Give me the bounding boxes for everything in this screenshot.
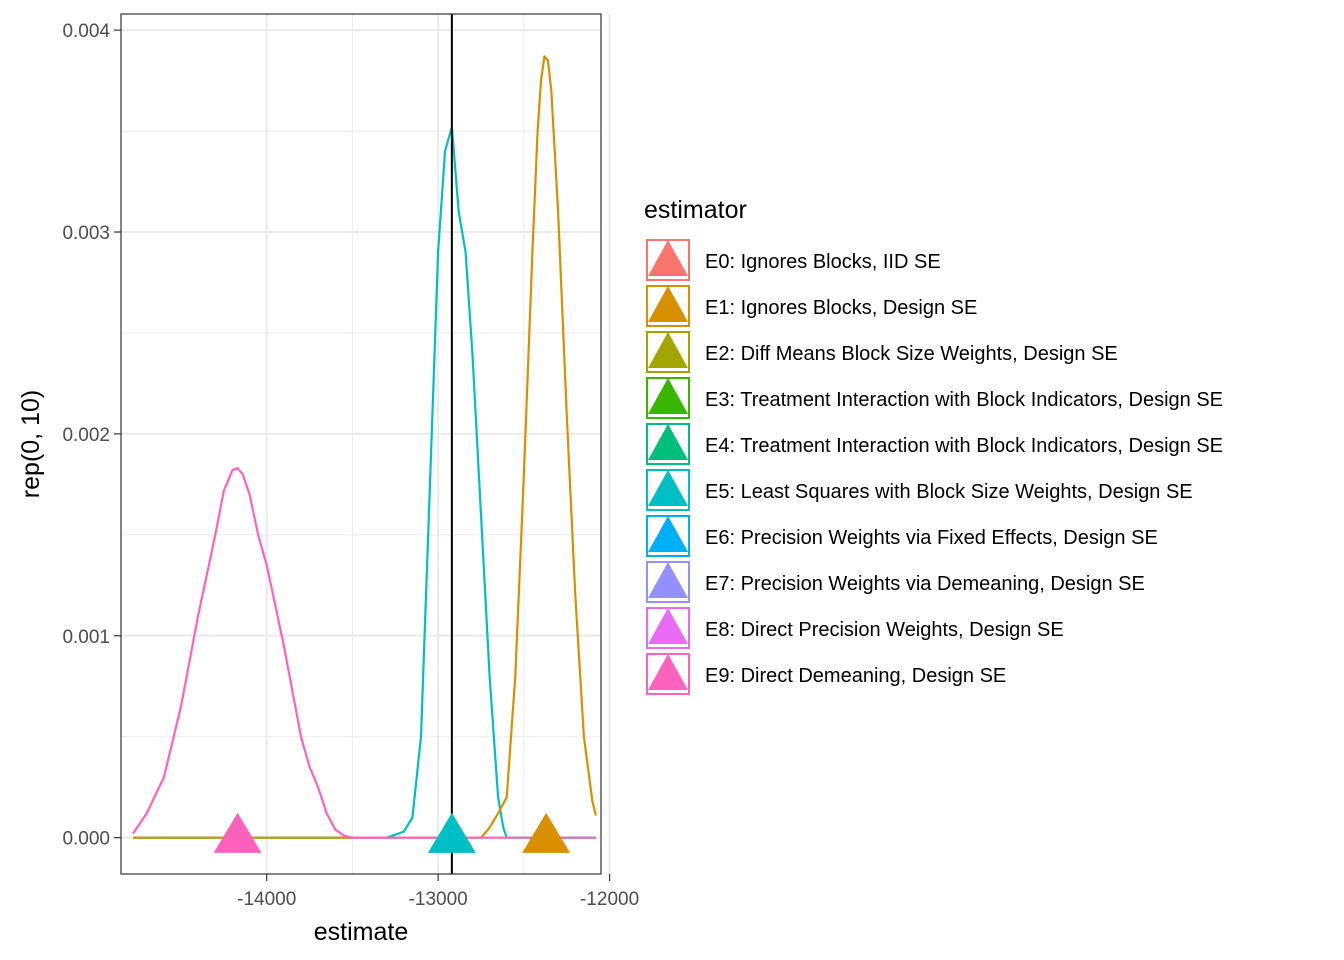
legend-label: E6: Precision Weights via Fixed Effects,…: [705, 527, 1158, 549]
legend-label: E4: Treatment Interaction with Block Ind…: [705, 435, 1223, 457]
legend-item: E7: Precision Weights via Demeaning, Des…: [646, 561, 1145, 603]
mean-markers: [213, 812, 571, 853]
legend-key-triangle: [648, 332, 688, 368]
legend-entries: E0: Ignores Blocks, IID SE E1: Ignores Bl…: [646, 239, 1223, 695]
minor-grid: [121, 14, 601, 874]
x-tick-label: -12000: [580, 889, 639, 910]
legend-key-triangle: [648, 608, 688, 644]
legend-key-triangle: [648, 516, 688, 552]
mean-marker-triangle: [213, 812, 262, 853]
density-curve: [133, 55, 597, 839]
legend-key-triangle: [648, 424, 688, 460]
legend-key-triangle: [648, 378, 688, 414]
y-tick-label: 0.004: [62, 21, 110, 42]
y-tick-label: 0.001: [62, 627, 110, 648]
y-tick-label: 0.002: [62, 425, 110, 446]
legend: estimator E0: Ignores Blocks, IID SE E1: …: [644, 196, 1223, 695]
y-tick-label: 0.000: [62, 829, 110, 850]
plot-panel: [120, 13, 611, 875]
density-curve: [132, 467, 596, 839]
legend-item: E5: Least Squares with Block Size Weight…: [646, 469, 1193, 511]
x-axis-title: estimate: [314, 918, 408, 946]
legend-item: E4: Treatment Interaction with Block Ind…: [646, 423, 1223, 465]
legend-item: E1: Ignores Blocks, Design SE: [646, 285, 977, 327]
legend-item: E8: Direct Precision Weights, Design SE: [646, 607, 1064, 649]
legend-label: E1: Ignores Blocks, Design SE: [705, 297, 977, 319]
legend-label: E8: Direct Precision Weights, Design SE: [705, 619, 1064, 641]
legend-label: E9: Direct Demeaning, Design SE: [705, 665, 1006, 687]
legend-label: E5: Least Squares with Block Size Weight…: [705, 481, 1193, 503]
legend-title: estimator: [644, 196, 747, 224]
mean-marker-triangle: [427, 812, 476, 853]
legend-label: E2: Diff Means Block Size Weights, Desig…: [705, 343, 1118, 365]
legend-item: E2: Diff Means Block Size Weights, Desig…: [646, 331, 1118, 373]
x-axis: -14000 -13000 -12000: [237, 874, 639, 910]
legend-item: E6: Precision Weights via Fixed Effects,…: [646, 515, 1158, 557]
legend-label: E3: Treatment Interaction with Block Ind…: [705, 389, 1223, 411]
legend-label: E7: Precision Weights via Demeaning, Des…: [705, 573, 1145, 595]
legend-key-triangle: [648, 562, 688, 598]
legend-key-triangle: [648, 240, 688, 276]
legend-key-triangle: [648, 654, 688, 690]
legend-label: E0: Ignores Blocks, IID SE: [705, 251, 941, 273]
legend-item: E9: Direct Demeaning, Design SE: [646, 653, 1006, 695]
mean-marker-triangle: [522, 812, 571, 853]
legend-item: E0: Ignores Blocks, IID SE: [646, 239, 941, 281]
panel-border: [120, 13, 602, 875]
x-tick-label: -13000: [409, 889, 468, 910]
legend-key-triangle: [648, 286, 688, 322]
y-axis: 0.000 0.001 0.002 0.003 0.004: [62, 21, 121, 850]
legend-key-triangle: [648, 470, 688, 506]
y-axis-title: rep(0, 10): [17, 390, 45, 498]
legend-item: E3: Treatment Interaction with Block Ind…: [646, 377, 1223, 419]
x-tick-label: -14000: [237, 889, 296, 910]
y-tick-label: 0.003: [62, 223, 110, 244]
